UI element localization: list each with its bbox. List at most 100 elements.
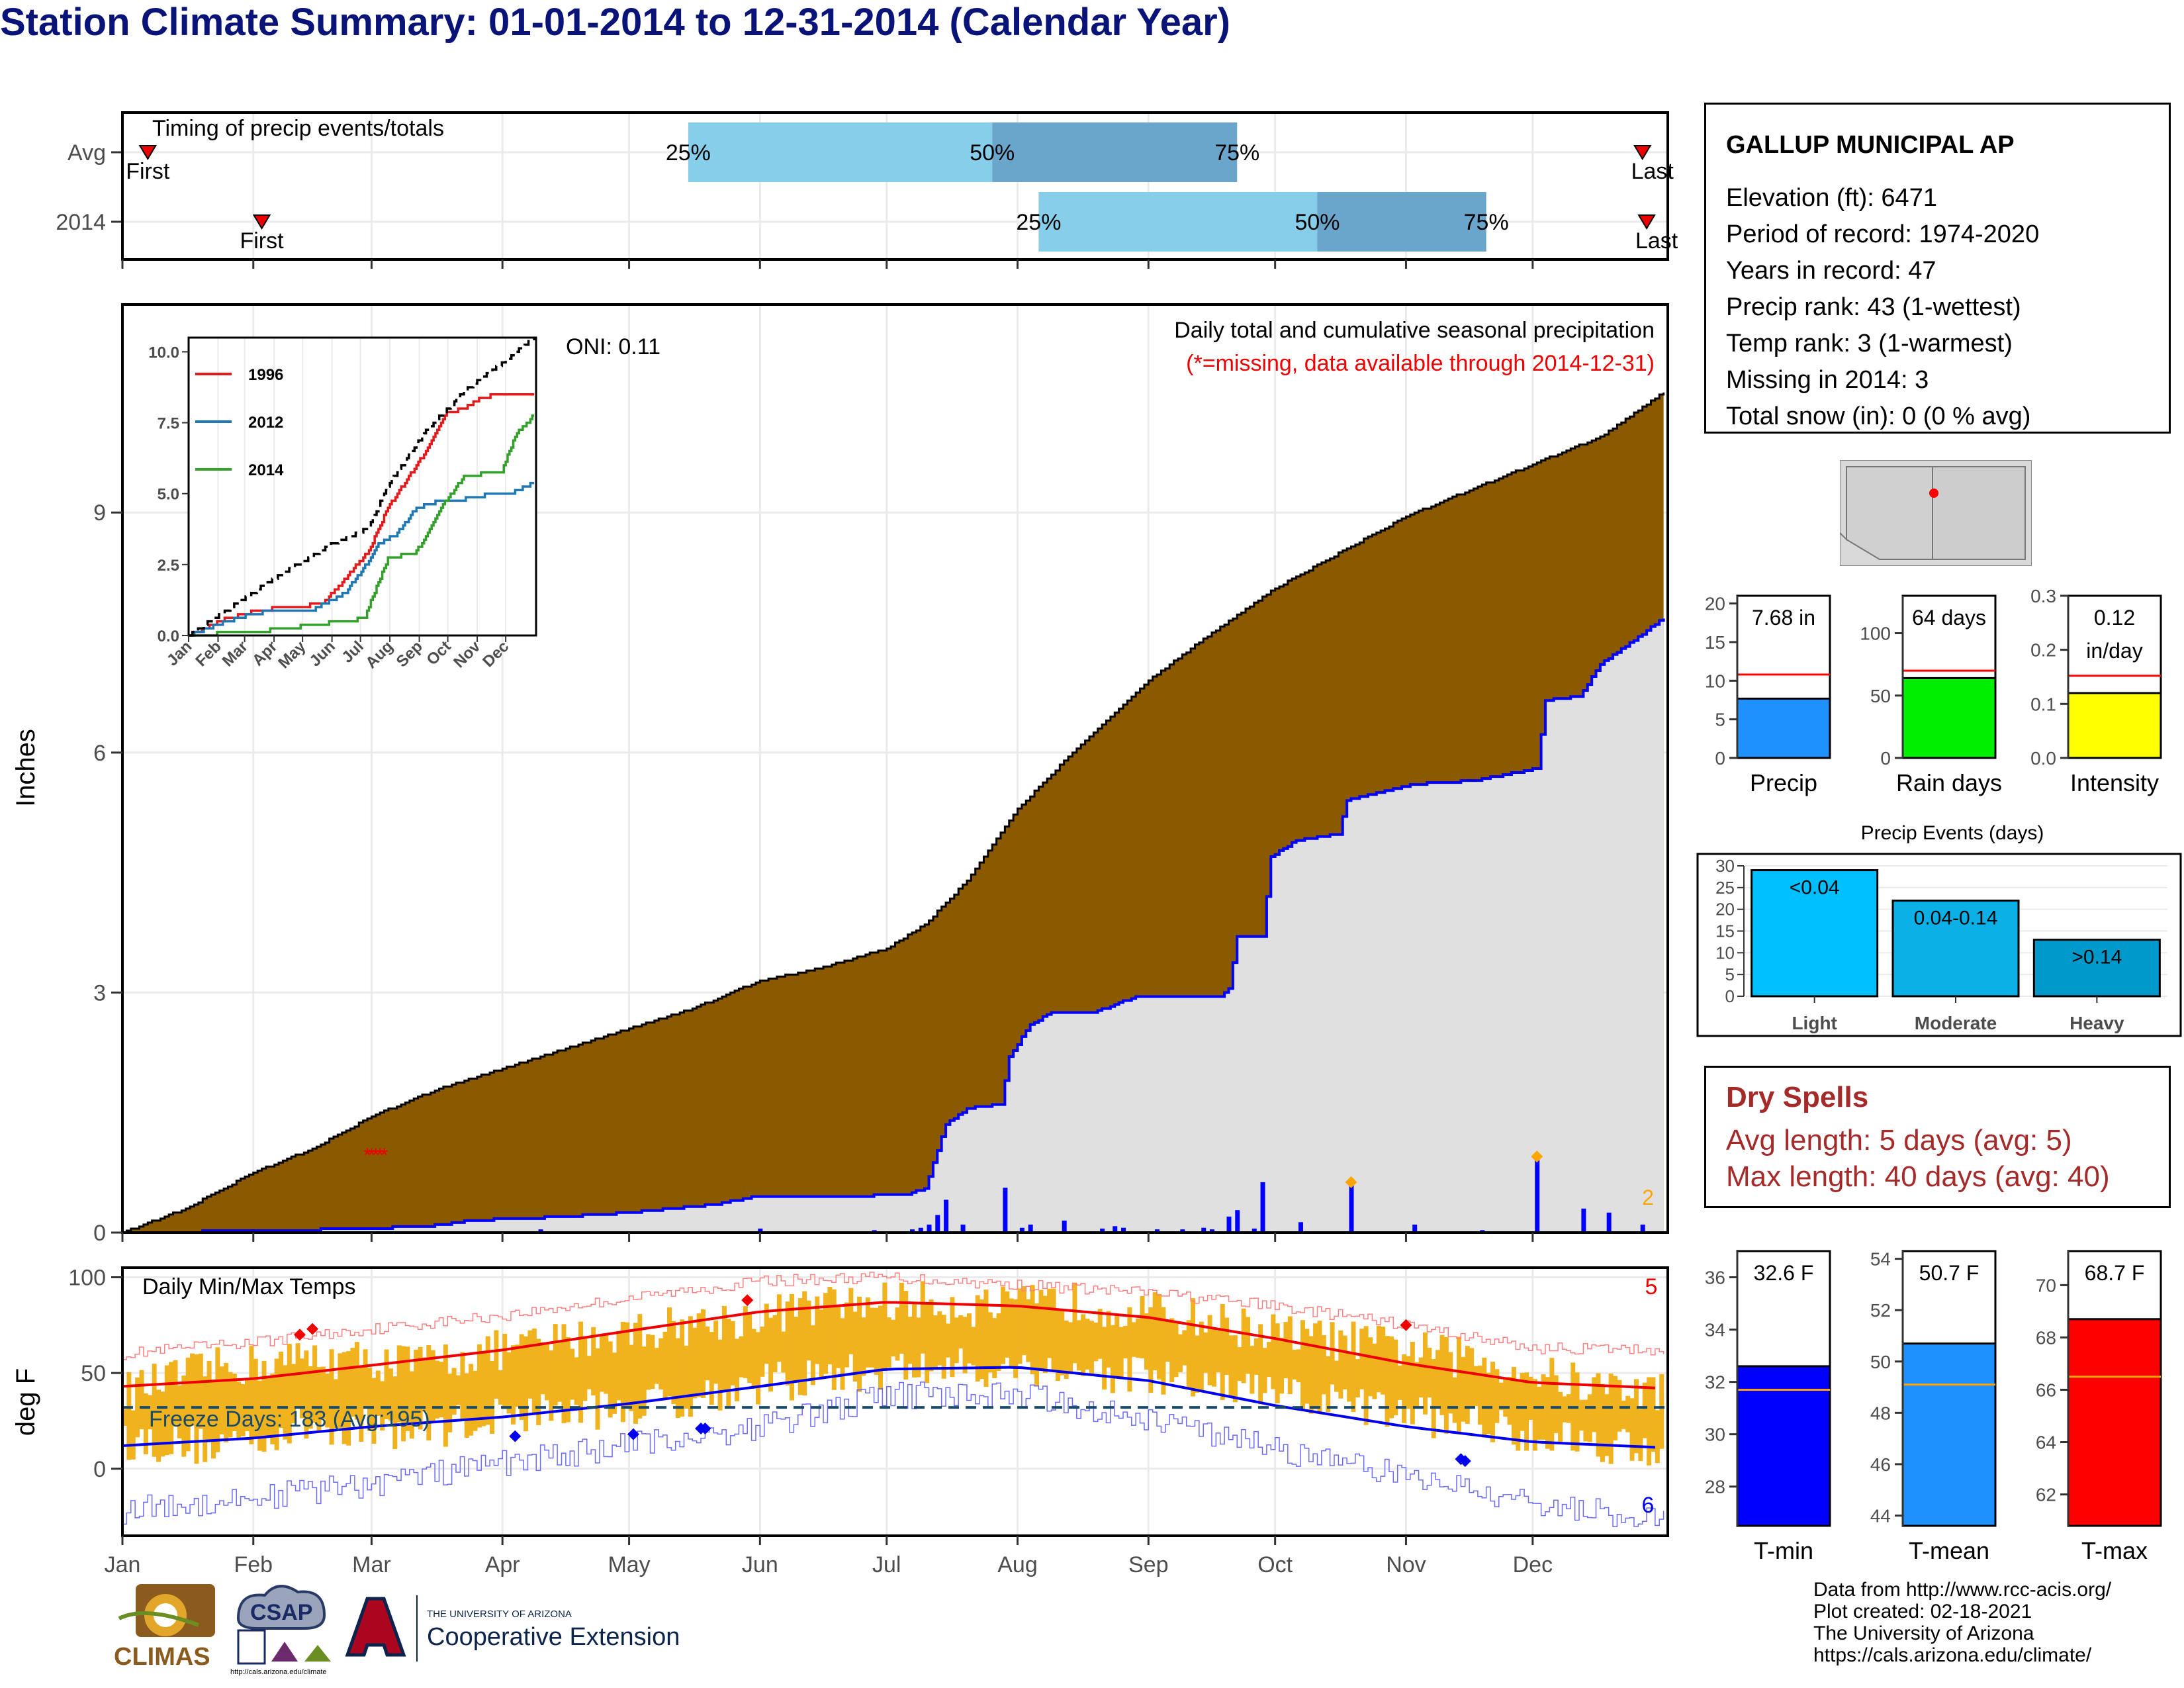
daily-temp-bar	[996, 1313, 1001, 1372]
daily-temp-bar	[1583, 1399, 1588, 1442]
daily-temp-bar	[1604, 1394, 1610, 1456]
daily-temp-bar	[1443, 1336, 1449, 1434]
daily-temp-bar	[1081, 1314, 1086, 1376]
location-map	[1840, 460, 2032, 566]
inset-frame	[187, 336, 537, 637]
daily-temp-bar	[925, 1303, 930, 1383]
daily-temp-bar	[1562, 1396, 1567, 1423]
mini-bar-category-label: T-mean	[1909, 1537, 1989, 1564]
events-bar-label: <0.04	[1790, 877, 1840, 899]
daily-temp-bar	[1574, 1372, 1580, 1452]
temp-xtick-label: Aug	[997, 1552, 1038, 1577]
daily-temp-bar	[1287, 1316, 1293, 1395]
daily-temp-bar	[143, 1393, 148, 1454]
extreme-precip-marker	[1531, 1150, 1543, 1163]
station-period: Period of record: 1974-2020	[1726, 220, 2040, 248]
daily-temp-bar	[409, 1371, 414, 1439]
daily-temp-bar	[844, 1302, 849, 1368]
daily-temp-bar	[1410, 1342, 1415, 1425]
daily-temp-bar	[1072, 1282, 1077, 1364]
precip-ytick-label: 6	[93, 741, 106, 766]
daily-temp-bar	[743, 1306, 748, 1378]
daily-temp-bar	[831, 1289, 837, 1390]
daily-temp-bar	[1342, 1335, 1347, 1389]
daily-temp-bar	[1224, 1317, 1230, 1375]
mini-ytick-label: 34	[1705, 1320, 1725, 1340]
daily-temp-bar	[1359, 1329, 1365, 1389]
daily-temp-bar	[1034, 1303, 1040, 1387]
temp-ylabel: deg F	[11, 1368, 40, 1436]
daily-temp-bar	[198, 1353, 203, 1429]
daily-temp-bar	[456, 1375, 461, 1405]
daily-temp-bar	[257, 1380, 263, 1451]
daily-temp-bar	[907, 1317, 913, 1364]
daily-temp-bars	[122, 1281, 1664, 1466]
record-low-marker	[627, 1428, 639, 1440]
daily-temp-bar	[1592, 1377, 1597, 1432]
daily-temp-bar	[338, 1353, 343, 1429]
daily-temp-bar	[865, 1297, 870, 1368]
daily-precip-bar	[1003, 1188, 1008, 1233]
daily-temp-bar	[1655, 1410, 1660, 1464]
events-ytick-label: 15	[1715, 921, 1735, 941]
daily-temp-bar	[666, 1307, 672, 1397]
daily-temp-bar	[1216, 1331, 1221, 1373]
daily-temp-bar	[629, 1344, 634, 1411]
daily-temp-bar	[1621, 1400, 1626, 1429]
daily-temp-bar	[1317, 1321, 1322, 1413]
daily-temp-bar	[1030, 1285, 1035, 1375]
daily-precip-bar	[1113, 1226, 1118, 1233]
daily-temp-bar	[1026, 1299, 1031, 1362]
daily-temp-bar	[531, 1329, 537, 1415]
daily-temp-bar	[1253, 1338, 1259, 1375]
daily-temp-bar	[1486, 1372, 1491, 1434]
daily-temp-bar	[291, 1364, 296, 1423]
temp-xtick-label: Feb	[234, 1552, 273, 1577]
daily-temp-bar	[1313, 1323, 1318, 1409]
record-low-marker	[699, 1423, 711, 1434]
daily-temp-bar	[1406, 1356, 1411, 1409]
daily-temp-bar	[764, 1303, 769, 1364]
daily-temp-bar	[696, 1313, 702, 1397]
daily-temp-bar	[177, 1385, 182, 1438]
inset-legend-label: 1996	[248, 366, 283, 384]
daily-temp-bar	[451, 1368, 457, 1415]
mini-ytick-label: 50	[1870, 686, 1891, 706]
daily-temp-bar	[523, 1336, 529, 1432]
daily-temp-bar	[891, 1319, 896, 1357]
daily-temp-bar	[1613, 1376, 1618, 1440]
daily-temp-bar	[659, 1338, 664, 1390]
university-of-arizona-logo: THE UNIVERSITY OF ARIZONA Cooperative Ex…	[345, 1595, 680, 1662]
daily-temp-bar	[954, 1317, 959, 1364]
daily-precip-bar	[1226, 1216, 1232, 1233]
daily-temp-bar	[498, 1370, 503, 1405]
inset-series-line	[189, 481, 535, 637]
daily-temp-bar	[1524, 1372, 1529, 1451]
mini-ytick-label: 62	[2036, 1485, 2056, 1505]
daily-temp-bar	[126, 1372, 132, 1460]
daily-temp-bar	[675, 1338, 680, 1419]
mini-ytick-label: 5	[1715, 710, 1725, 730]
daily-temp-bar	[646, 1334, 651, 1390]
daily-temp-bar	[1102, 1327, 1107, 1390]
daily-precip-bar	[1251, 1228, 1257, 1233]
daily-temp-bar	[772, 1315, 778, 1372]
daily-temp-bar	[139, 1370, 144, 1430]
temp-ytick-label: 50	[81, 1361, 106, 1386]
mini-ytick-label: 20	[1705, 594, 1725, 614]
daily-temp-bar	[1385, 1336, 1390, 1427]
mini-bar-category-label: Precip	[1750, 769, 1817, 796]
daily-temp-bar	[933, 1315, 938, 1368]
daily-temp-bar	[210, 1380, 216, 1459]
daily-precip-bar	[1209, 1229, 1214, 1233]
mini-bar-category-label: T-min	[1754, 1537, 1813, 1564]
missing-marker: *	[372, 1145, 380, 1166]
mini-bar-value-label: 64 days	[1912, 606, 1986, 630]
daily-temp-bar	[473, 1370, 478, 1431]
record-min-line	[122, 1382, 1664, 1528]
daily-temp-bar	[1537, 1386, 1542, 1440]
daily-temp-bar	[1490, 1362, 1496, 1442]
daily-temp-bar	[1330, 1322, 1335, 1385]
credit-line: The University of Arizona	[1813, 1622, 2034, 1644]
temp-summary-bars: 28 30 32 34 36 32.6 F T-min 44 46 48 50 52 54 50.7 F T…	[1705, 1249, 2162, 1564]
